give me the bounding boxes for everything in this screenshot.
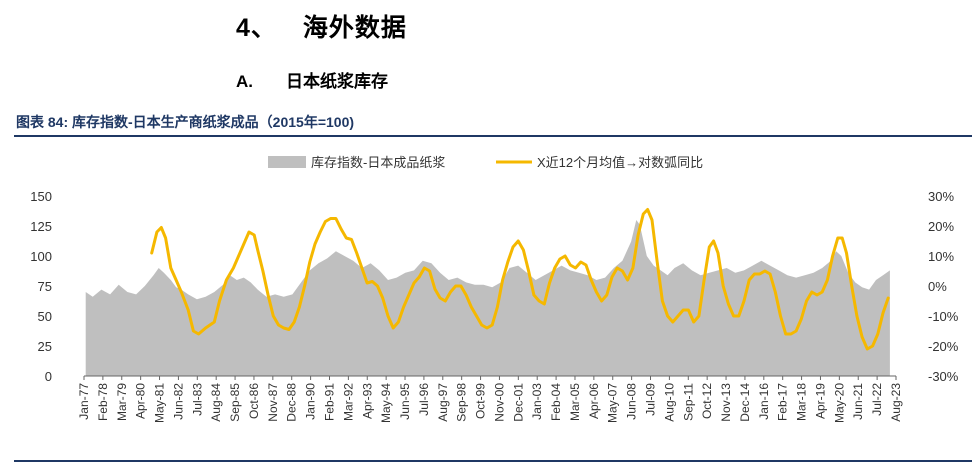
x-tick-label: Dec-01 bbox=[511, 383, 525, 422]
x-tick-label: Aug-10 bbox=[662, 383, 676, 422]
x-tick-label: Feb-78 bbox=[96, 383, 110, 421]
top-rule bbox=[14, 135, 972, 137]
x-tick-label: Sep-11 bbox=[681, 383, 695, 421]
legend-swatch-area bbox=[268, 156, 306, 168]
x-tick-label: Oct-86 bbox=[247, 383, 261, 419]
x-tick-label: Jan-03 bbox=[530, 383, 544, 420]
x-tick-label: Sep-85 bbox=[228, 383, 242, 422]
x-tick-label: Oct-99 bbox=[474, 383, 488, 419]
x-tick-label: Mar-92 bbox=[341, 383, 355, 421]
x-tick-label: Apr-19 bbox=[813, 383, 827, 419]
x-tick-label: Apr-06 bbox=[587, 383, 601, 419]
x-tick-label: Jul-22 bbox=[870, 383, 884, 416]
subsection-heading: A. 日本纸浆库存 bbox=[236, 67, 388, 92]
x-tick-label: Sep-98 bbox=[455, 383, 469, 422]
y-left-tick-label: 50 bbox=[38, 309, 52, 324]
y-right-tick-label: -20% bbox=[928, 339, 959, 354]
x-tick-label: Nov-87 bbox=[266, 383, 280, 422]
x-tick-label: Dec-14 bbox=[738, 383, 752, 422]
subsection-title: 日本纸浆库存 bbox=[286, 72, 388, 91]
legend-label-line: X近12个月均值→对数弧同比 bbox=[537, 155, 703, 170]
y-left-tick-label: 150 bbox=[30, 189, 52, 204]
x-tick-label: Apr-80 bbox=[134, 383, 148, 419]
legend: 库存指数-日本成品纸浆 X近12个月均值→对数弧同比 bbox=[268, 155, 703, 170]
legend-label-area: 库存指数-日本成品纸浆 bbox=[311, 155, 445, 170]
x-tick-label: Apr-93 bbox=[360, 383, 374, 419]
x-tick-label: Oct-12 bbox=[700, 383, 714, 419]
bottom-rule bbox=[14, 460, 972, 462]
figure-caption: 库存指数-日本生产商纸浆成品（2015年=100) bbox=[72, 114, 355, 130]
figure-title: 图表 84: 库存指数-日本生产商纸浆成品（2015年=100) bbox=[16, 112, 354, 132]
x-tick-label: Jan-77 bbox=[77, 383, 91, 420]
x-tick-label: Aug-97 bbox=[436, 383, 450, 422]
x-tick-label: Nov-00 bbox=[492, 383, 506, 422]
x-tick-label: Aug-84 bbox=[209, 383, 223, 422]
section-heading: 4、 海外数据 bbox=[236, 8, 407, 44]
x-tick-label: Jun-08 bbox=[625, 383, 639, 420]
section-number: 4、 bbox=[236, 14, 277, 42]
figure-label: 图表 84: bbox=[16, 114, 69, 130]
x-tick-label: May-94 bbox=[379, 383, 393, 423]
x-tick-label: May-07 bbox=[606, 383, 620, 423]
y-right-tick-label: 30% bbox=[928, 189, 954, 204]
x-tick-label: Jan-16 bbox=[757, 383, 771, 420]
x-tick-label: Jan-90 bbox=[304, 383, 318, 420]
series-line-yoy bbox=[150, 208, 890, 351]
x-tick-label: Feb-04 bbox=[549, 383, 563, 421]
x-tick-label: Nov-13 bbox=[719, 383, 733, 422]
y-right-tick-label: -30% bbox=[928, 369, 959, 384]
x-tick-label: Jul-09 bbox=[644, 383, 658, 416]
y-left-tick-label: 0 bbox=[45, 369, 52, 384]
y-right-tick-label: 20% bbox=[928, 219, 954, 234]
x-tick-label: Dec-88 bbox=[285, 383, 299, 422]
x-tick-label: Jul-83 bbox=[190, 383, 204, 416]
x-tick-label: Jun-95 bbox=[398, 383, 412, 420]
series-area-inventory bbox=[85, 220, 890, 376]
x-tick-label: Mar-79 bbox=[115, 383, 129, 421]
x-tick-label: Jun-21 bbox=[851, 383, 865, 420]
x-tick-label: May-81 bbox=[153, 383, 167, 423]
x-tick-label: Feb-91 bbox=[322, 383, 336, 421]
x-tick-label: Mar-18 bbox=[795, 383, 809, 421]
x-tick-label: Aug-23 bbox=[889, 383, 903, 422]
section-title: 海外数据 bbox=[302, 14, 407, 42]
x-tick-label: Jul-96 bbox=[417, 383, 431, 416]
y-right-tick-label: 0% bbox=[928, 279, 947, 294]
x-tick-label: Jun-82 bbox=[171, 383, 185, 420]
y-left-tick-label: 25 bbox=[38, 339, 52, 354]
x-tick-label: Feb-17 bbox=[776, 383, 790, 421]
x-tick-label: Mar-05 bbox=[568, 383, 582, 421]
y-right-tick-label: 10% bbox=[928, 249, 954, 264]
y-left-tick-label: 125 bbox=[30, 219, 52, 234]
y-left-tick-label: 75 bbox=[38, 279, 52, 294]
subsection-number: A. bbox=[236, 72, 253, 91]
y-right-tick-label: -10% bbox=[928, 309, 959, 324]
x-tick-label: May-20 bbox=[832, 383, 846, 423]
y-left-tick-label: 100 bbox=[30, 249, 52, 264]
